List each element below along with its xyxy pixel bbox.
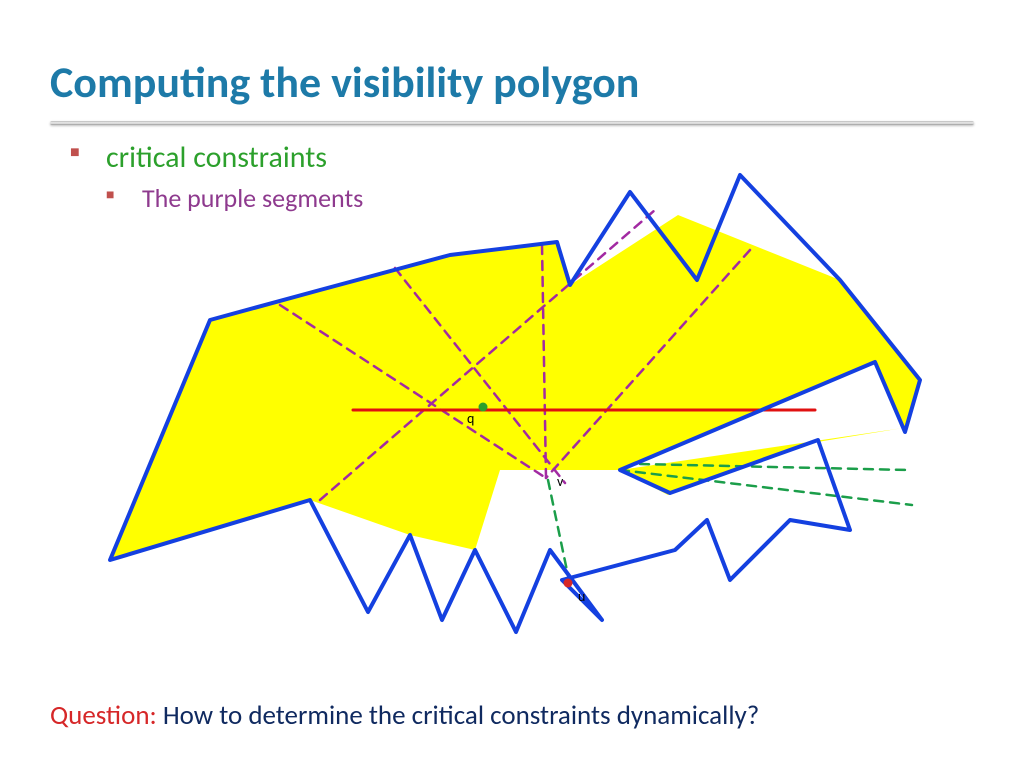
visibility-diagram: q v u (80, 160, 950, 650)
label-q: q (467, 410, 474, 427)
label-u: u (578, 588, 585, 605)
question-text: How to determine the critical constraint… (163, 699, 759, 732)
page-title: Computing the visibility polygon (50, 55, 974, 109)
question-label: Question: (50, 699, 157, 732)
point-q (479, 403, 488, 412)
visibility-polygon-fill (110, 215, 920, 560)
label-v: v (557, 473, 564, 490)
point-u (564, 579, 573, 588)
question-line: Question: How to determine the critical … (50, 699, 759, 732)
